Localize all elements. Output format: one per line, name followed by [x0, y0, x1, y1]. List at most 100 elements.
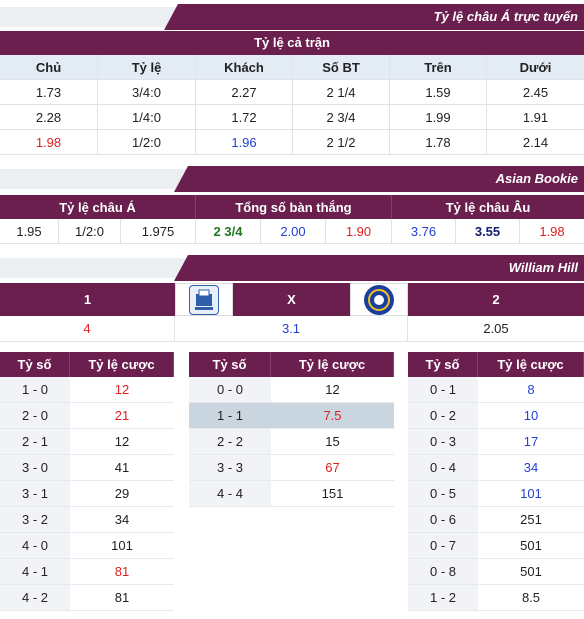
col-odds: Tỷ lệ cược — [70, 352, 174, 377]
score: 3 - 3 — [189, 455, 271, 480]
odds: 10 — [523, 408, 539, 423]
table-row: 4 - 1 81 — [0, 559, 174, 585]
score: 0 - 6 — [408, 507, 478, 532]
col-score: Tỷ số — [189, 352, 271, 377]
odds: 12 — [114, 434, 130, 449]
score: 0 - 4 — [408, 455, 478, 480]
chelsea-crest-icon — [364, 284, 394, 315]
col-over: Trên — [390, 55, 487, 79]
odds: 21 — [114, 408, 130, 423]
live-asian-odds-banner: Tỷ lệ châu Á trực tuyến — [0, 4, 584, 30]
odds-table-header: Chủ Tỷ lệ Khách Số BT Trên Dưới — [0, 55, 584, 80]
table-row: 3 - 0 41 — [0, 455, 174, 481]
1x2-values-row: 4 3.1 2.05 — [0, 316, 584, 342]
odds: 41 — [114, 460, 130, 475]
col-score: Tỷ số — [408, 352, 478, 377]
cell: 1.72 — [196, 105, 293, 129]
william-hill-banner: William Hill — [0, 255, 584, 281]
cell: 1.98 — [0, 130, 98, 154]
full-match-subheader: Tỷ lệ cả trận — [0, 31, 584, 55]
odds: 15 — [325, 434, 340, 449]
cell: 1.91 — [522, 109, 549, 125]
table-row: 0 - 1 8 — [408, 377, 584, 403]
cell: 1.78 — [390, 130, 487, 154]
odds: 67 — [325, 460, 340, 475]
odds: 12 — [325, 382, 340, 397]
col-handicap: Tỷ lệ — [98, 55, 196, 79]
table-row: 2 - 2 15 — [189, 429, 394, 455]
cell: 1.90 — [326, 219, 392, 243]
cell: 1/4:0 — [98, 105, 196, 129]
cell: 1.95 — [0, 219, 59, 243]
cell: 3.55 — [456, 219, 520, 243]
table-row: 0 - 4 34 — [408, 455, 584, 481]
table-row: 1 - 1 7.5 — [189, 403, 394, 429]
label-away-win: 2 — [408, 283, 584, 316]
table-row: 0 - 5 101 — [408, 481, 584, 507]
table-row: 3 - 2 34 — [0, 507, 174, 533]
cell: 1.98 — [539, 223, 565, 239]
odds: 501 — [520, 538, 542, 553]
odds: 8 — [527, 382, 535, 397]
score: 4 - 1 — [0, 559, 70, 584]
score: 0 - 7 — [408, 533, 478, 558]
table-row: 2 - 1 12 — [0, 429, 174, 455]
bookie-values-row: 1.95 1/2:0 1.975 2 3/4 2.00 1.90 3.76 3.… — [0, 219, 584, 244]
odds: 17 — [523, 434, 539, 449]
banner-title: Tỷ lệ châu Á trực tuyến — [164, 4, 584, 30]
score: 3 - 2 — [0, 507, 70, 532]
table-row: 2 - 0 21 — [0, 403, 174, 429]
odds: 151 — [321, 486, 344, 501]
score: 0 - 8 — [408, 559, 478, 584]
cell: 2 1/4 — [293, 80, 390, 104]
odds: 29 — [114, 486, 130, 501]
table-row: 0 - 8 501 — [408, 559, 584, 585]
score: 1 - 2 — [408, 585, 478, 610]
asian-bookie-banner: Asian Bookie — [0, 166, 584, 192]
odds: 251 — [520, 512, 542, 527]
score: 0 - 3 — [408, 429, 478, 454]
score: 1 - 0 — [0, 377, 70, 402]
col-odds: Tỷ lệ cược — [271, 352, 394, 377]
col-score: Tỷ số — [0, 352, 70, 377]
odds: 101 — [111, 538, 133, 553]
cell: 1/2:0 — [59, 219, 121, 243]
home-win-scores-table: Tỷ số Tỷ lệ cược 1 - 0 12 2 - 0 21 2 - 1 12 … — [0, 352, 174, 611]
table-row: 0 - 3 17 — [408, 429, 584, 455]
score: 4 - 4 — [189, 481, 271, 506]
cell: 2.27 — [196, 80, 293, 104]
score: 0 - 5 — [408, 481, 478, 506]
odds-home-win: 4 — [0, 316, 175, 341]
odds: 81 — [114, 590, 130, 605]
cell: 2.00 — [261, 219, 326, 243]
table-row: 0 - 6 251 — [408, 507, 584, 533]
table-row: 3 - 3 67 — [189, 455, 394, 481]
cell: 1/2:0 — [98, 130, 196, 154]
score: 3 - 0 — [0, 455, 70, 480]
table-row: 0 - 7 501 — [408, 533, 584, 559]
cell: 1.99 — [390, 105, 487, 129]
banner-title: William Hill — [174, 255, 584, 281]
1x2-header: 1 X 2 — [0, 283, 584, 316]
score: 0 - 1 — [408, 377, 478, 402]
odds-away-win: 2.05 — [483, 321, 509, 336]
odds: 12 — [114, 382, 130, 397]
score: 2 - 0 — [0, 403, 70, 428]
odds-draw: 3.1 — [175, 316, 408, 341]
cell: 1.59 — [390, 80, 487, 104]
cell: 2.14 — [522, 134, 549, 150]
cell: 2 3/4 — [293, 105, 390, 129]
score: 2 - 1 — [0, 429, 70, 454]
header-total-goals: Tổng số bàn thắng — [196, 195, 392, 219]
table-row: 1.73 3/4:0 2.27 2 1/4 1.59 2.45 — [0, 80, 584, 105]
cell: 2 3/4 — [196, 219, 261, 243]
table-row: 1 - 2 8.5 — [408, 585, 584, 611]
away-team-logo — [350, 283, 408, 316]
cell: 1.96 — [196, 130, 293, 154]
score: 0 - 0 — [189, 377, 271, 402]
odds: 7.5 — [271, 403, 394, 428]
col-home: Chủ — [0, 55, 98, 79]
odds: 34 — [114, 512, 130, 527]
score: 3 - 1 — [0, 481, 70, 506]
cell: 1.73 — [0, 80, 98, 104]
